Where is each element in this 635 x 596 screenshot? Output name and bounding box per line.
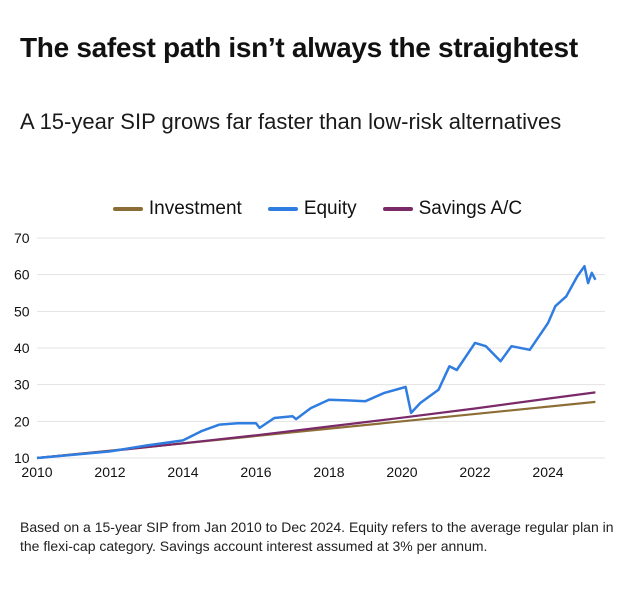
legend-item-savings: Savings A/C (382, 198, 523, 220)
x-tick-label: 2022 (459, 464, 490, 480)
legend-item-investment: Investment (112, 198, 242, 220)
y-tick-label: 20 (14, 413, 30, 429)
legend-label-savings: Savings A/C (418, 198, 523, 219)
legend-label-equity: Equity (303, 198, 357, 219)
x-tick-label: 2024 (532, 464, 563, 480)
x-tick-label: 2014 (167, 464, 198, 480)
legend-swatch-equity (267, 207, 298, 211)
y-tick-label: 60 (14, 267, 30, 283)
line-chart: 10 20 30 40 50 60 70 2010 2012 2014 2016 2018 2020 20… (14, 230, 605, 480)
y-tick-label: 10 (14, 450, 30, 466)
x-tick-label: 2012 (94, 464, 125, 480)
legend-swatch-savings (382, 207, 413, 211)
x-tick-label: 2016 (240, 464, 271, 480)
y-tick-label: 70 (14, 230, 30, 246)
series-line-savings-a-c (36, 391, 596, 460)
x-tick-label: 2018 (313, 464, 344, 480)
legend-swatch-investment (112, 207, 143, 211)
legend-label-investment: Investment (148, 198, 242, 219)
y-tick-label: 50 (14, 303, 30, 319)
y-tick-label: 30 (14, 377, 30, 393)
y-tick-label: 40 (14, 340, 30, 356)
legend: Investment Equity Savings A/C (0, 198, 635, 220)
footnote: Based on a 15-year SIP from Jan 2010 to … (20, 519, 614, 554)
series-line-equity (36, 264, 597, 460)
x-tick-label: 2020 (386, 464, 417, 480)
x-tick-label: 2010 (21, 464, 52, 480)
legend-item-equity: Equity (267, 198, 357, 220)
chart-title: The safest path isn’t always the straigh… (20, 32, 578, 63)
chart-subtitle: A 15-year SIP grows far faster than low-… (20, 109, 562, 134)
